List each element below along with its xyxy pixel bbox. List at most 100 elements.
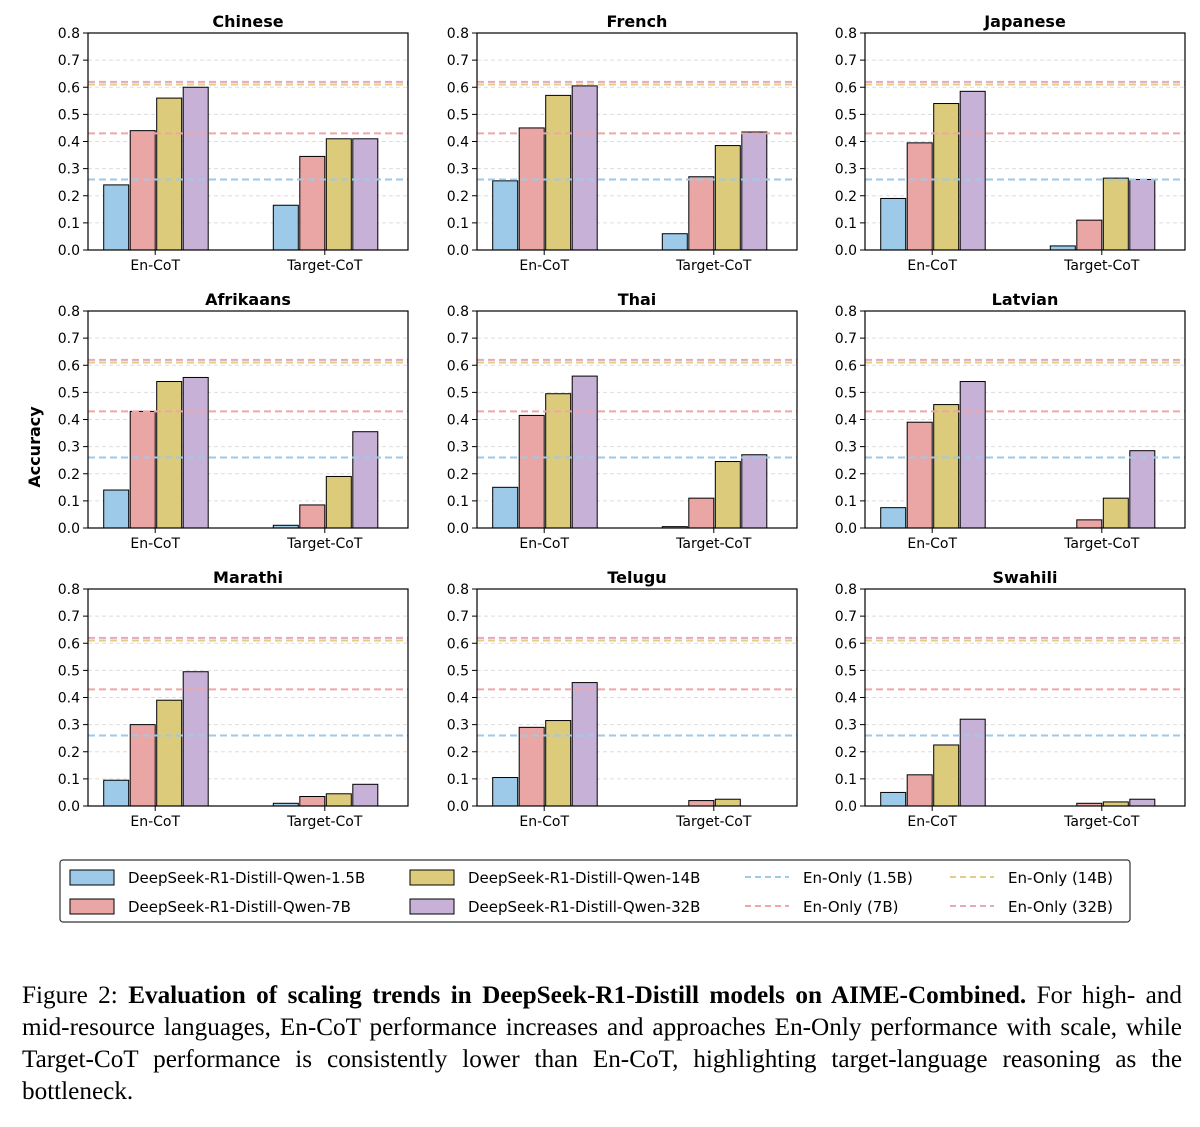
bar-7b-en-cot — [129, 410, 156, 529]
x-tick-label: Target-CoT — [286, 536, 363, 552]
y-tick-label: 0.6 — [447, 636, 469, 652]
y-tick-label: 0.0 — [447, 243, 469, 259]
bar-7b-en-cot — [129, 724, 156, 807]
subplot-afrikaans: 0.0 0.1 0.2 0.3 0.4 0.5 0.6 0.7 0.8 En-CoT Target-… — [58, 290, 409, 552]
y-tick-label: 0.2 — [835, 189, 857, 205]
bar-32b-en-cot — [959, 381, 986, 529]
bar-32b-target-cot — [1129, 798, 1156, 807]
y-tick-label: 0.8 — [835, 26, 857, 42]
bar-1-5b-target-cot — [661, 233, 688, 251]
y-tick-label: 0.2 — [58, 189, 80, 205]
y-tick-label: 0.2 — [58, 467, 80, 483]
subplot-title: Chinese — [212, 12, 283, 31]
y-tick-label: 0.5 — [447, 107, 469, 123]
axes-frame — [864, 310, 1186, 529]
y-tick-label: 0.5 — [58, 663, 80, 679]
subplot-title: Swahili — [993, 568, 1058, 587]
bar-14b-en-cot — [545, 720, 572, 807]
subplot-title: Japanese — [983, 12, 1066, 31]
y-tick-label: 0.5 — [58, 107, 80, 123]
legend-label: DeepSeek-R1-Distill-Qwen-14B — [468, 869, 700, 887]
bar-7b-en-cot — [518, 726, 545, 807]
y-tick-label: 0.0 — [58, 521, 80, 537]
y-tick-label: 0.6 — [58, 358, 80, 374]
y-tick-label: 0.6 — [835, 80, 857, 96]
y-tick-label: 0.1 — [58, 494, 80, 510]
bar-32b-target-cot — [741, 131, 768, 251]
subplot-title: Thai — [618, 290, 657, 309]
y-tick-label: 0.7 — [835, 53, 857, 69]
bar-14b-target-cot — [714, 798, 741, 807]
bar-7b-en-cot — [518, 127, 545, 251]
y-tick-label: 0.4 — [447, 135, 469, 151]
y-tick-label: 0.6 — [835, 358, 857, 374]
x-tick-label: Target-CoT — [1063, 814, 1140, 830]
y-tick-label: 0.3 — [58, 162, 80, 178]
bar-14b-target-cot — [325, 475, 352, 529]
bar-32b-en-cot — [959, 90, 986, 251]
y-tick-label: 0.5 — [447, 385, 469, 401]
y-tick-label: 0.6 — [58, 636, 80, 652]
y-tick-label: 0.7 — [835, 609, 857, 625]
bar-7b-target-cot — [1076, 219, 1103, 251]
bar-1-5b-en-cot — [103, 184, 130, 251]
figure-grid: 0.0 0.1 0.2 0.3 0.4 0.5 0.6 0.7 0.8 En-CoT Target-… — [25, 12, 1186, 923]
y-tick-label: 0.1 — [447, 772, 469, 788]
y-tick-label: 0.5 — [835, 385, 857, 401]
bar-32b-en-cot — [571, 682, 598, 807]
x-tick-label: En-CoT — [519, 814, 569, 830]
figure-caption: Figure 2: Evaluation of scaling trends i… — [22, 980, 1182, 1108]
bar-32b-en-cot — [182, 86, 209, 251]
y-tick-label: 0.5 — [58, 385, 80, 401]
x-tick-label: En-CoT — [907, 258, 957, 274]
subplot-title: Telugu — [607, 568, 666, 587]
y-tick-label: 0.7 — [58, 53, 80, 69]
subplot-swahili: 0.0 0.1 0.2 0.3 0.4 0.5 0.6 0.7 0.8 En-CoT Target-… — [835, 568, 1186, 830]
y-tick-label: 0.3 — [447, 440, 469, 456]
legend: DeepSeek-R1-Distill-Qwen-1.5B DeepSeek-R1… — [59, 859, 1131, 923]
y-tick-label: 0.3 — [447, 718, 469, 734]
bar-1-5b-en-cot — [492, 486, 519, 529]
bar-14b-en-cot — [156, 97, 183, 251]
y-tick-label: 0.3 — [447, 162, 469, 178]
legend-label: En-Only (7B) — [803, 898, 898, 916]
y-tick-label: 0.5 — [835, 663, 857, 679]
bar-14b-en-cot — [156, 699, 183, 807]
bar-32b-target-cot — [1129, 450, 1156, 529]
legend-label: DeepSeek-R1-Distill-Qwen-32B — [468, 898, 700, 916]
y-tick-label: 0.7 — [447, 609, 469, 625]
y-tick-label: 0.6 — [835, 636, 857, 652]
y-tick-label: 0.8 — [447, 582, 469, 598]
bar-7b-target-cot — [688, 497, 715, 529]
bar-32b-target-cot — [352, 783, 379, 807]
bar-14b-en-cot — [156, 381, 183, 529]
caption-label: Figure 2: — [22, 982, 129, 1009]
caption-bold: Evaluation of scaling trends in DeepSeek… — [128, 982, 1027, 1009]
axes-frame — [87, 310, 409, 529]
x-tick-label: En-CoT — [130, 258, 180, 274]
y-tick-label: 0.4 — [835, 691, 857, 707]
legend-frame — [59, 859, 1131, 923]
y-tick-label: 0.8 — [447, 304, 469, 320]
x-tick-label: Target-CoT — [286, 258, 363, 274]
bar-32b-en-cot — [571, 375, 598, 529]
y-tick-label: 0.1 — [835, 494, 857, 510]
y-tick-label: 0.7 — [58, 331, 80, 347]
y-tick-label: 0.1 — [447, 494, 469, 510]
y-tick-label: 0.1 — [447, 216, 469, 232]
bar-7b-en-cot — [129, 130, 156, 251]
bar-1-5b-target-cot — [272, 204, 299, 251]
y-tick-label: 0.1 — [58, 216, 80, 232]
y-tick-label: 0.6 — [58, 80, 80, 96]
bar-1-5b-target-cot — [1049, 245, 1076, 251]
y-tick-label: 0.4 — [447, 413, 469, 429]
y-tick-label: 0.7 — [835, 331, 857, 347]
bar-32b-target-cot — [741, 454, 768, 529]
y-tick-label: 0.0 — [447, 799, 469, 815]
y-tick-label: 0.7 — [58, 609, 80, 625]
subplot-thai: 0.0 0.1 0.2 0.3 0.4 0.5 0.6 0.7 0.8 En-CoT Target-… — [447, 290, 798, 552]
x-tick-label: En-CoT — [519, 536, 569, 552]
bar-1-5b-en-cot — [880, 791, 907, 807]
x-tick-label: En-CoT — [130, 814, 180, 830]
y-tick-label: 0.3 — [835, 440, 857, 456]
